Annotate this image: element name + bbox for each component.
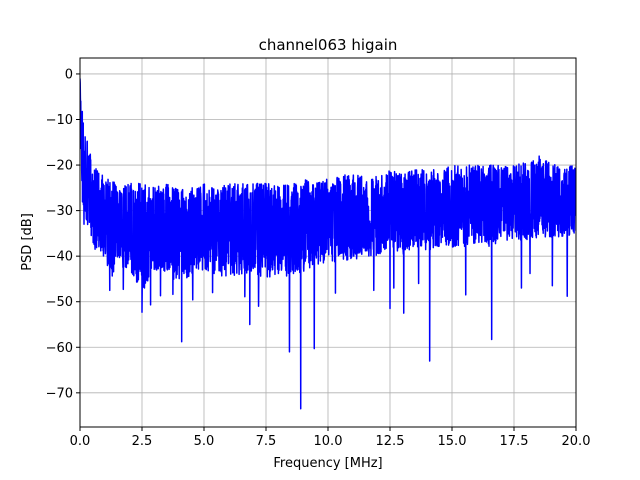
x-tick-label: 20.0 bbox=[562, 434, 591, 449]
x-tick-label: 12.5 bbox=[376, 434, 405, 449]
y-tick-label: −60 bbox=[46, 341, 73, 356]
y-tick-label: 0 bbox=[65, 67, 73, 82]
series-group bbox=[80, 78, 576, 410]
x-tick-label: 5.0 bbox=[194, 434, 215, 449]
y-tick-label: −50 bbox=[46, 295, 73, 310]
y-axis-label: PSD [dB] bbox=[20, 213, 35, 271]
x-tick-label: 10.0 bbox=[314, 434, 343, 449]
y-tick-label: −10 bbox=[46, 113, 73, 128]
psd-series-line bbox=[80, 78, 576, 410]
chart-title: channel063 higain bbox=[259, 36, 398, 54]
x-tick-label: 0.0 bbox=[70, 434, 91, 449]
x-tick-label: 17.5 bbox=[500, 434, 529, 449]
x-tick-label: 15.0 bbox=[438, 434, 467, 449]
y-tick-label: −40 bbox=[46, 250, 73, 265]
x-tick-label: 7.5 bbox=[256, 434, 277, 449]
y-tick-label: −30 bbox=[46, 204, 73, 219]
y-tick-label: −20 bbox=[46, 159, 73, 174]
x-tick-label: 2.5 bbox=[132, 434, 153, 449]
y-tick-label: −70 bbox=[46, 386, 73, 401]
x-axis: 0.0 2.5 5.0 7.5 10.0 12.5 15.0 17.5 20.0 bbox=[70, 427, 591, 449]
y-axis: 0 −10 −20 −30 −40 −50 −60 −70 bbox=[46, 67, 80, 401]
x-axis-label: Frequency [MHz] bbox=[273, 456, 382, 471]
plot-area: 0.0 2.5 5.0 7.5 10.0 12.5 15.0 17.5 20.0 0 −10 −20… bbox=[46, 57, 591, 449]
